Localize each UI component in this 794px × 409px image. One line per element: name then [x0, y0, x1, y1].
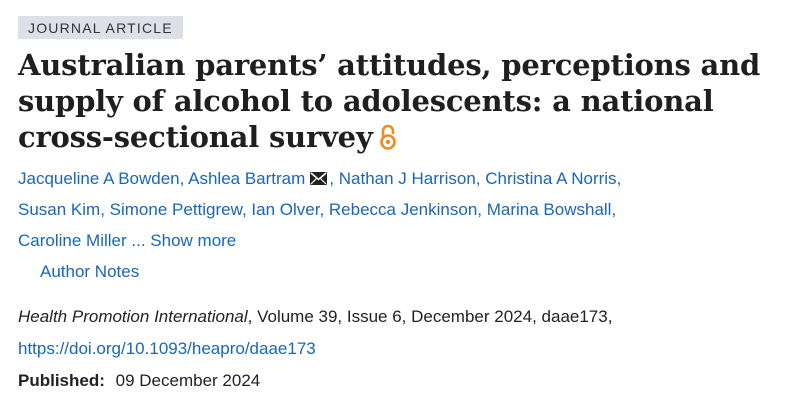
citation: Health Promotion International, Volume 3… — [18, 301, 788, 365]
open-access-icon — [377, 123, 399, 151]
article-type-badge: JOURNAL ARTICLE — [18, 16, 183, 39]
author-link[interactable]: Jacqueline A Bowden — [18, 169, 180, 188]
author-ellipsis: ... — [131, 231, 146, 250]
author-link[interactable]: Nathan J Harrison — [338, 169, 476, 188]
author-notes-link[interactable]: Author Notes — [40, 262, 140, 281]
author-link[interactable]: Simone Pettigrew — [109, 200, 242, 219]
published-label: Published: — [18, 371, 105, 390]
author-link[interactable]: Caroline Miller — [18, 231, 127, 250]
doi-link[interactable]: https://doi.org/10.1093/heapro/daae173 — [18, 339, 316, 358]
published-date: Published: 09 December 2024 — [18, 365, 788, 397]
mail-icon[interactable] — [310, 164, 328, 185]
author-link[interactable]: Ian Olver — [251, 200, 320, 219]
article-title-text: Australian parents’ attitudes, perceptio… — [18, 48, 761, 154]
author-link[interactable]: Susan Kim — [18, 200, 101, 219]
article-title: Australian parents’ attitudes, perceptio… — [18, 47, 788, 155]
author-link[interactable]: Ashlea Bartram — [188, 169, 306, 188]
citation-details: , Volume 39, Issue 6, December 2024, daa… — [247, 307, 613, 326]
author-link[interactable]: Rebecca Jenkinson — [328, 200, 478, 219]
author-list: Jacqueline A Bowden, Ashlea Bartram, Nat… — [18, 163, 788, 256]
author-link[interactable]: Christina A Norris — [485, 169, 617, 188]
published-value: 09 December 2024 — [115, 371, 261, 390]
journal-name[interactable]: Health Promotion International — [18, 307, 248, 326]
author-link[interactable]: Marina Bowshall — [486, 200, 612, 219]
article-header: JOURNAL ARTICLE Australian parents’ atti… — [18, 16, 788, 397]
show-more-button[interactable]: Show more — [150, 231, 237, 250]
